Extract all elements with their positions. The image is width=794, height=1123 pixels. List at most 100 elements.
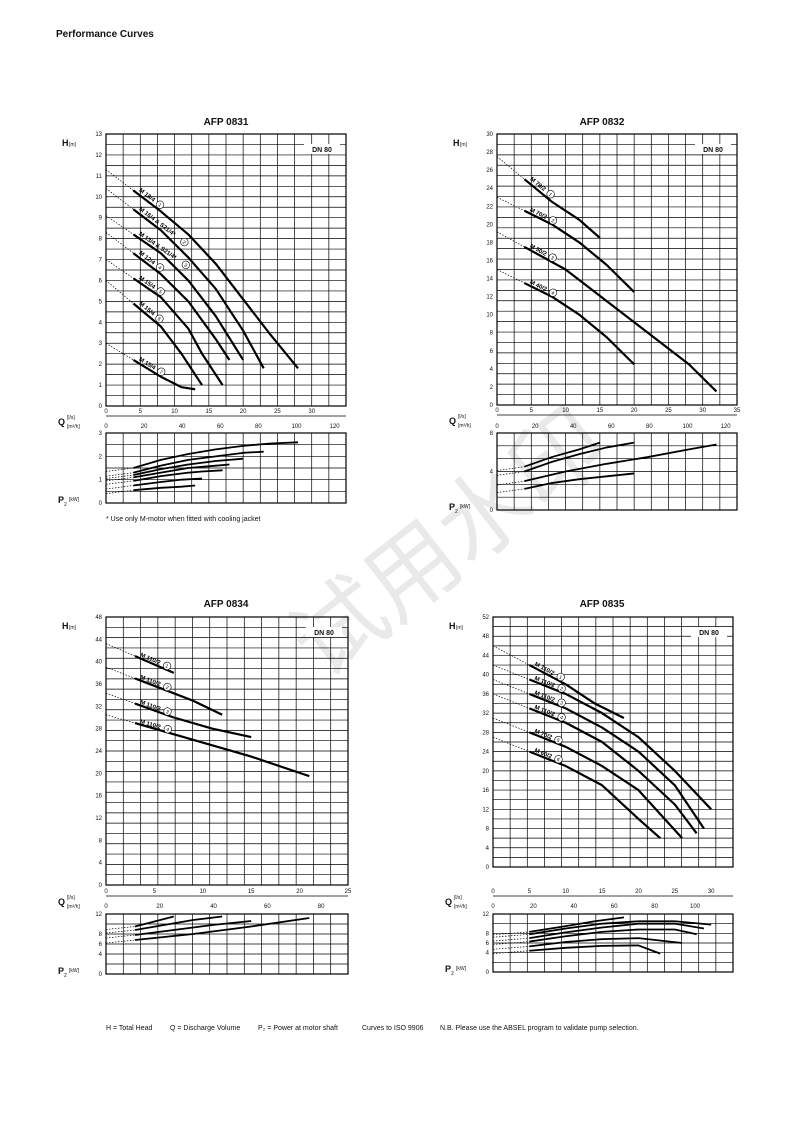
q-ls-tick-label: 20 bbox=[635, 889, 642, 895]
h-tick-label: 12 bbox=[95, 816, 102, 822]
curve-number: 4 bbox=[559, 715, 564, 722]
curve-number-circle bbox=[554, 735, 563, 745]
h-curve-extension bbox=[496, 196, 525, 212]
h-curve-extension bbox=[105, 692, 136, 704]
p-curve-2 bbox=[524, 441, 635, 473]
q-m3h-tick-label: 0 bbox=[104, 424, 108, 430]
q-axis-unit-ls: [l/s] bbox=[67, 415, 75, 421]
h-tick-label: 32 bbox=[482, 711, 489, 717]
q-m3h-tick-label: 0 bbox=[495, 424, 499, 430]
q-axis-unit-ls: [l/s] bbox=[458, 414, 466, 420]
curve-number: 5 bbox=[157, 289, 163, 296]
q-ls-tick-label: 15 bbox=[597, 408, 604, 414]
h-tick-label: 40 bbox=[95, 660, 102, 666]
q-m3h-tick-label: 40 bbox=[210, 904, 217, 910]
p-tick-label: 6 bbox=[99, 942, 103, 948]
curve-number-circle bbox=[163, 725, 172, 734]
p-curve-4 bbox=[133, 463, 230, 479]
q-ls-tick-label: 5 bbox=[153, 889, 157, 895]
h-tick-label: 9 bbox=[99, 216, 103, 222]
h-tick-label: 44 bbox=[95, 637, 102, 643]
q-ls-tick-label: 35 bbox=[734, 408, 741, 414]
h-axis-unit: [m] bbox=[456, 625, 464, 631]
curve-label-1: M 78/21 bbox=[528, 177, 555, 198]
p-curve-extension bbox=[496, 471, 525, 476]
h-curve-extension bbox=[492, 693, 530, 709]
curve-number: 3 bbox=[182, 262, 188, 269]
chart-title-afp0834: AFP 0834 bbox=[203, 599, 249, 610]
h-tick-label: 0 bbox=[99, 404, 103, 410]
q-m3h-tick-label: 60 bbox=[264, 904, 271, 910]
p-curve-extension bbox=[492, 931, 530, 936]
h-tick-label: 0 bbox=[99, 883, 103, 889]
curve-number: 7 bbox=[158, 369, 164, 376]
p-axis-unit: [kW] bbox=[456, 966, 467, 972]
h-tick-label: 8 bbox=[99, 838, 103, 844]
q-ls-tick-label: 15 bbox=[206, 409, 213, 415]
h-tick-label: 6 bbox=[490, 349, 494, 355]
curve-number-circle bbox=[554, 755, 563, 764]
h-curve-3 bbox=[132, 233, 245, 361]
curve-number-circle bbox=[162, 661, 172, 670]
q-axis-label: Q bbox=[445, 897, 452, 907]
h-curve-1 bbox=[528, 664, 625, 719]
h-tick-label: 13 bbox=[95, 132, 102, 138]
curve-name-label: M 110/2 bbox=[139, 719, 162, 731]
curve-number-circle bbox=[548, 216, 558, 225]
h-tick-label: 12 bbox=[486, 295, 493, 301]
q-m3h-tick-label: 20 bbox=[156, 904, 163, 910]
q-ls-tick-label: 15 bbox=[599, 889, 606, 895]
h-tick-label: 4 bbox=[99, 861, 103, 867]
p-axis-unit: [kW] bbox=[69, 968, 80, 974]
dn-tag: DN 80 bbox=[699, 630, 719, 637]
h-tick-label: 16 bbox=[486, 258, 493, 264]
p-curve-1 bbox=[529, 916, 625, 933]
page-title: Performance Curves bbox=[56, 29, 154, 40]
h-tick-label: 24 bbox=[482, 750, 489, 756]
h-tick-label: 28 bbox=[95, 727, 102, 733]
p-tick-label: 8 bbox=[490, 431, 494, 437]
curve-label-5: M 70/2 5 bbox=[533, 729, 563, 745]
h-curve-extension bbox=[492, 679, 530, 695]
h-tick-label: 3 bbox=[99, 341, 103, 347]
q-m3h-tick-label: 20 bbox=[530, 904, 537, 910]
h-tick-label: 11 bbox=[96, 174, 103, 180]
q-m3h-tick-label: 100 bbox=[291, 424, 302, 430]
p-tick-label: 4 bbox=[490, 470, 494, 476]
q-m3h-tick-label: 100 bbox=[682, 424, 693, 430]
p-curve-2 bbox=[133, 450, 264, 474]
h-tick-label: 32 bbox=[95, 704, 102, 710]
p-curve-2 bbox=[529, 920, 712, 936]
h-tick-label: 12 bbox=[95, 153, 102, 159]
q-ls-tick-label: 0 bbox=[491, 889, 495, 895]
q-ls-tick-label: 10 bbox=[562, 408, 569, 414]
q-axis-unit-m3h: [m³/h] bbox=[67, 904, 80, 910]
q-m3h-tick-label: 20 bbox=[141, 424, 148, 430]
curve-number-circle bbox=[548, 253, 557, 262]
curve-number: 4 bbox=[550, 290, 555, 297]
p-curve-extension bbox=[105, 472, 134, 477]
h-tick-label: 8 bbox=[486, 827, 490, 833]
h-curve-extension bbox=[105, 169, 134, 191]
h-tick-label: 1 bbox=[99, 383, 103, 389]
q-axis-unit-ls: [l/s] bbox=[454, 895, 462, 901]
curve-name-label: M 60/2 bbox=[533, 748, 553, 761]
q-ls-tick-label: 5 bbox=[530, 408, 534, 414]
q-axis-unit-m3h: [m³/h] bbox=[454, 904, 467, 910]
q-ls-tick-label: 5 bbox=[528, 889, 532, 895]
curve-number-circle bbox=[163, 682, 172, 692]
curve-number: 4 bbox=[165, 727, 170, 734]
curve-number: 4 bbox=[157, 265, 163, 272]
curve-number: 1 bbox=[157, 202, 163, 209]
q-ls-tick-label: 15 bbox=[248, 889, 255, 895]
footer-power: P₂ = Power at motor shaft bbox=[258, 1025, 338, 1032]
h-curve-extension bbox=[105, 280, 134, 304]
h-curve-extension bbox=[105, 188, 134, 210]
p-axis-subscript: 2 bbox=[451, 971, 454, 977]
curve-number-circle bbox=[557, 713, 566, 722]
h-tick-label: 24 bbox=[95, 749, 102, 755]
h-curve-extension bbox=[105, 232, 134, 254]
h-tick-label: 4 bbox=[99, 320, 103, 326]
p-tick-label: 8 bbox=[486, 931, 490, 937]
h-curve-1 bbox=[134, 655, 175, 674]
